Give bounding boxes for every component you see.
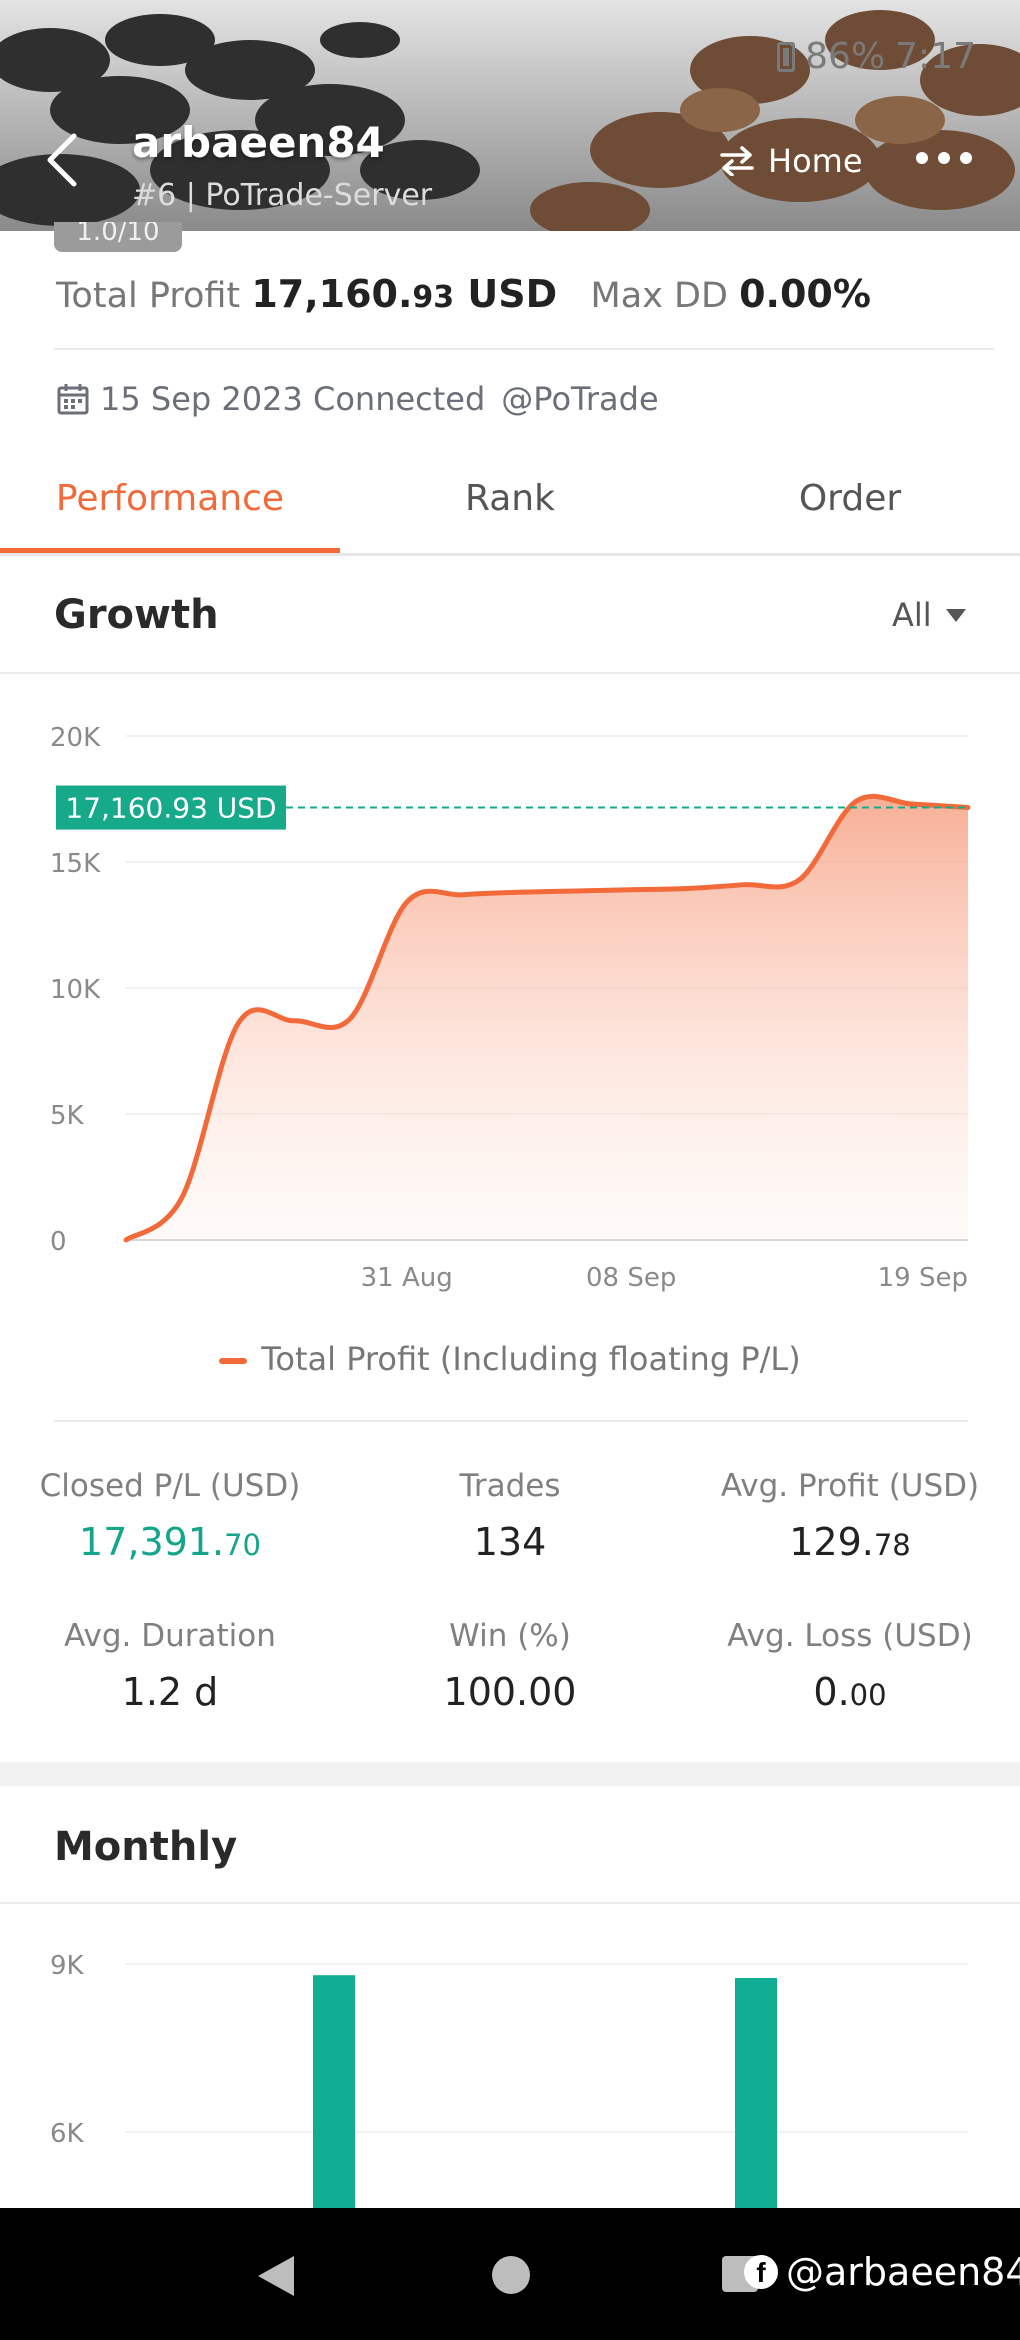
- stat-value: 134: [473, 1520, 547, 1564]
- stat-label: Trades: [459, 1468, 561, 1504]
- stat-label: Win (%): [449, 1618, 571, 1654]
- tab-rank[interactable]: Rank: [465, 478, 555, 519]
- divider: [54, 1420, 968, 1422]
- total-profit-label: Total Profit: [56, 276, 241, 316]
- profile-header: 86% 7:17 arbaeen84 #6 | PoTrade-Server H…: [0, 0, 1020, 231]
- stat-win: Win (%) 100.00: [340, 1618, 680, 1714]
- y-tick-label: 0: [50, 1227, 67, 1257]
- header-banner-image: [0, 0, 1020, 231]
- home-button[interactable]: Home: [718, 142, 863, 180]
- watermark-handle: @arbaeen84: [786, 2250, 1020, 2294]
- stat-avg-duration: Avg. Duration 1.2 d: [0, 1618, 340, 1714]
- current-value-label: 17,160.93 USD: [65, 792, 276, 825]
- y-tick-label: 20K: [50, 723, 101, 753]
- stat-label: Avg. Profit (USD): [720, 1468, 980, 1504]
- stat-label: Avg. Duration: [64, 1618, 276, 1654]
- divider: [0, 672, 1020, 674]
- facebook-icon: f: [744, 2255, 778, 2289]
- calendar-icon: [57, 384, 89, 415]
- monthly-title: Monthly: [54, 1824, 238, 1870]
- stat-value: 0.00: [813, 1670, 887, 1714]
- stat-value: 17,391.70: [79, 1520, 261, 1564]
- y-tick-label: 6K: [50, 2119, 85, 2149]
- divider: [0, 1902, 1020, 1904]
- tab-order[interactable]: Order: [798, 478, 902, 519]
- stat-avg-profit-usd: Avg. Profit (USD) 129.78: [680, 1468, 1020, 1564]
- username: arbaeen84: [132, 118, 385, 167]
- monthly-bar[interactable]: [313, 1975, 355, 2208]
- clock: 7:17: [895, 36, 976, 77]
- y-tick-label: 9K: [50, 1951, 85, 1981]
- chevron-down-icon: [945, 608, 966, 622]
- nav-back-icon[interactable]: [258, 2256, 294, 2296]
- profit-line: [123, 793, 971, 1243]
- max-dd-value: 0.00%: [739, 272, 871, 316]
- stat-closed-p-l-usd: Closed P/L (USD) 17,391.70: [0, 1468, 340, 1564]
- stat-label: Closed P/L (USD): [39, 1468, 301, 1504]
- stat-label: Avg. Loss (USD): [727, 1618, 973, 1654]
- rank-tag: 1.0/10: [54, 222, 182, 252]
- legend-label: Total Profit (Including floating P/L): [261, 1340, 801, 1378]
- home-label: Home: [768, 142, 863, 180]
- stat-avg-loss-usd: Avg. Loss (USD) 0.00: [680, 1618, 1020, 1714]
- legend-swatch: [219, 1358, 248, 1364]
- stat-trades: Trades 134: [340, 1468, 680, 1564]
- total-profit-value: 17,160.93 USD: [251, 272, 558, 316]
- range-dropdown[interactable]: All: [892, 596, 966, 634]
- nav-home-icon[interactable]: [492, 2256, 530, 2294]
- x-tick-label: 31 Aug: [361, 1263, 453, 1293]
- server-subtitle: #6 | PoTrade-Server: [132, 178, 433, 213]
- swap-arrows-icon: [720, 146, 754, 176]
- range-value: All: [892, 596, 932, 634]
- watermark: f @arbaeen84: [744, 2250, 1020, 2294]
- x-tick-label: 19 Sep: [878, 1263, 968, 1293]
- y-tick-label: 10K: [50, 975, 101, 1005]
- profit-summary: Total Profit 17,160.93 USD Max DD 0.00%: [56, 272, 871, 316]
- max-dd-label: Max DD: [590, 276, 728, 316]
- broker-link[interactable]: @PoTrade: [501, 380, 659, 418]
- y-tick-label: 15K: [50, 849, 101, 879]
- chart-legend: Total Profit (Including floating P/L): [0, 1340, 1020, 1378]
- tab-performance[interactable]: Performance: [55, 478, 285, 519]
- more-options-icon[interactable]: [916, 152, 972, 164]
- active-tab-indicator: [0, 548, 340, 553]
- connected-date: 15 Sep 2023 Connected: [100, 380, 486, 418]
- divider: [54, 348, 994, 350]
- back-arrow-icon[interactable]: [40, 130, 84, 190]
- battery-icon: [777, 41, 796, 72]
- growth-title: Growth: [54, 592, 219, 638]
- stat-value: 1.2 d: [121, 1670, 219, 1714]
- stat-value: 129.78: [789, 1520, 911, 1564]
- tabs-divider: [0, 553, 1020, 556]
- stat-value: 100.00: [443, 1670, 577, 1714]
- profit-area: [126, 796, 968, 1240]
- current-value-badge: [56, 785, 286, 830]
- battery-level: 86%: [805, 36, 886, 77]
- monthly-chart: 6K 9K: [50, 1951, 968, 2208]
- section-separator: [0, 1762, 1020, 1786]
- status-bar: 86% 7:17: [777, 36, 976, 77]
- connection-info: 15 Sep 2023 Connected @PoTrade: [56, 380, 659, 418]
- growth-chart: 0 5K 10K 15K 20K 17,160.93 USD 31 Aug 08 Sep 19 …: [50, 723, 971, 1293]
- y-tick-label: 5K: [50, 1101, 85, 1131]
- system-nav-bar: f @arbaeen84: [0, 2208, 1020, 2340]
- x-tick-label: 08 Sep: [586, 1263, 676, 1293]
- monthly-bar[interactable]: [735, 1978, 777, 2208]
